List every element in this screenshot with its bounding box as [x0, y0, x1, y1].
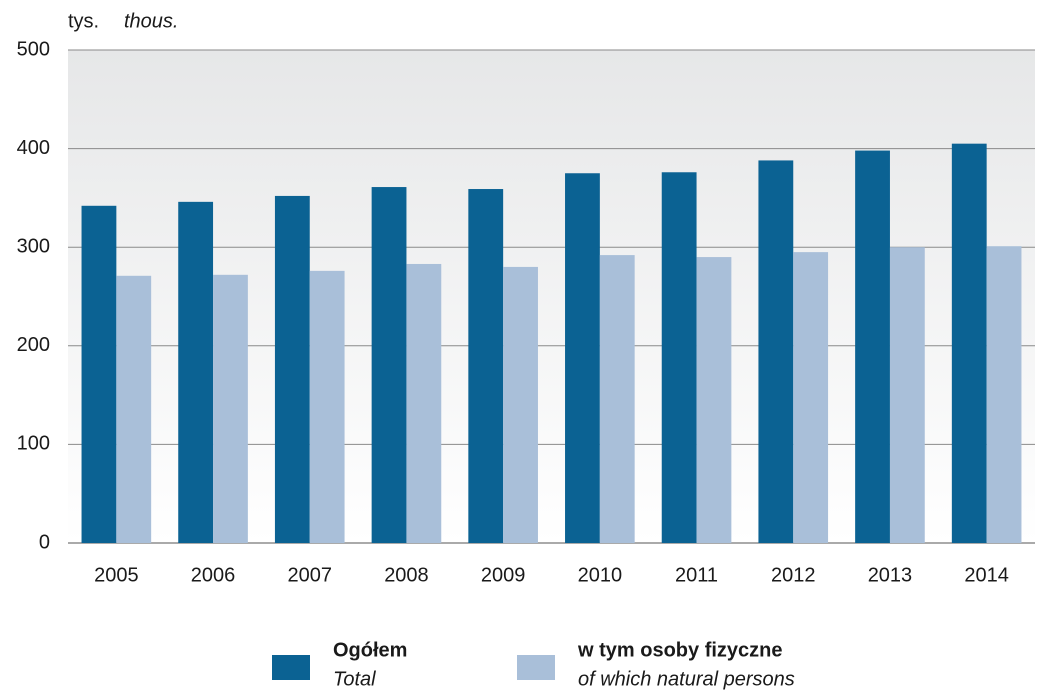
x-tick-label: 2006	[191, 564, 236, 586]
bar	[793, 252, 829, 543]
y-tick-label: 100	[17, 433, 50, 455]
bar	[758, 160, 794, 543]
x-tick-label: 2007	[288, 564, 333, 586]
x-tick-label: 2010	[578, 564, 623, 586]
bar	[696, 257, 732, 543]
bar	[81, 205, 117, 543]
bar	[599, 255, 635, 543]
bar	[116, 275, 152, 543]
bar	[468, 189, 504, 543]
legend-label-en: of which natural persons	[578, 668, 795, 690]
x-tick-label: 2012	[771, 564, 816, 586]
legend-swatch	[517, 655, 555, 680]
bar	[951, 143, 987, 544]
bar	[503, 266, 538, 543]
bar	[661, 172, 697, 543]
legend-swatch	[272, 655, 310, 680]
bar	[309, 270, 345, 543]
x-tick-label: 2014	[964, 564, 1009, 586]
bar	[213, 274, 248, 543]
bar	[889, 247, 925, 543]
bar	[406, 263, 442, 543]
x-tick-label: 2008	[384, 564, 429, 586]
bar	[371, 187, 407, 543]
legend-label: Ogółem	[333, 639, 407, 661]
bar	[986, 246, 1022, 544]
bar	[178, 201, 214, 543]
bar	[855, 150, 890, 543]
x-tick-label: 2013	[868, 564, 913, 586]
legend-label-en: Total	[333, 668, 376, 690]
bar	[274, 195, 310, 544]
legend-label: w tym osoby fizyczne	[577, 639, 783, 661]
y-tick-label: 300	[17, 235, 50, 257]
y-axis-label: tys.	[68, 10, 99, 32]
y-tick-label: 200	[17, 334, 50, 356]
x-tick-label: 2005	[94, 564, 139, 586]
x-tick-label: 2011	[675, 564, 718, 586]
y-tick-label: 500	[17, 38, 50, 60]
y-tick-label: 0	[39, 531, 50, 553]
bar	[565, 173, 600, 543]
y-axis-label-en: thous.	[124, 10, 178, 32]
y-tick-label: 400	[17, 137, 50, 159]
x-tick-label: 2009	[481, 564, 526, 586]
